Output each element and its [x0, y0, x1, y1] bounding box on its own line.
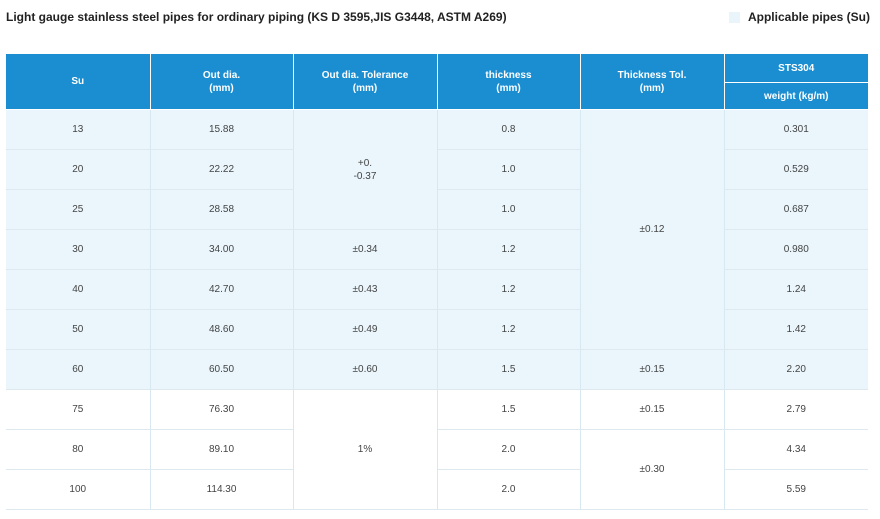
header-su: Su: [6, 54, 151, 110]
legend: Applicable pipes (Su): [728, 10, 870, 24]
cell-thickness: 1.0: [437, 189, 581, 230]
cell-thickness-tolerance: ±0.30: [580, 429, 725, 510]
cell-weight: 2.20: [724, 349, 868, 390]
table-row: 30 34.00 ±0.34 1.2 0.980: [6, 229, 868, 270]
cell-out-dia: 60.50: [150, 349, 294, 390]
cell-thickness: 2.0: [437, 469, 581, 510]
table-row: 50 48.60 ±0.49 1.2 1.42: [6, 309, 868, 350]
cell-su: 40: [6, 269, 151, 310]
cell-out-dia: 114.30: [150, 469, 294, 510]
spec-table: Su Out dia. (mm) Out dia. Tolerance (mm) t…: [6, 54, 868, 510]
cell-weight: 0.687: [724, 189, 868, 230]
table-row: 25 28.58 1.0 0.687: [6, 189, 868, 230]
cell-weight: 0.980: [724, 229, 868, 270]
header-thickness-tolerance: Thickness Tol. (mm): [580, 54, 725, 110]
cell-su: 13: [6, 109, 151, 150]
cell-su: 100: [6, 469, 151, 510]
header-out-dia-tolerance: Out dia. Tolerance (mm): [293, 54, 438, 110]
cell-su: 60: [6, 349, 151, 390]
cell-su: 80: [6, 429, 151, 470]
cell-out-dia: 15.88: [150, 109, 294, 150]
cell-weight: 2.79: [724, 389, 868, 430]
cell-out-dia: 48.60: [150, 309, 294, 350]
table-row: 60 60.50 ±0.60 1.5 ±0.15 2.20: [6, 349, 868, 390]
cell-weight: 0.301: [724, 109, 868, 150]
cell-thickness: 2.0: [437, 429, 581, 470]
table-row: 80 89.10 2.0 ±0.30 4.34: [6, 429, 868, 510]
cell-out-dia: 28.58: [150, 189, 294, 230]
cell-out-dia: 22.22: [150, 149, 294, 190]
cell-out-dia: 34.00: [150, 229, 294, 270]
cell-thickness: 0.8: [437, 109, 581, 150]
cell-out-dia: 42.70: [150, 269, 294, 310]
cell-out-dia: 76.30: [150, 389, 294, 430]
cell-od-tolerance: 1%: [293, 389, 438, 510]
header-sts304: STS304: [724, 54, 868, 83]
cell-od-tolerance: +0. -0.37: [293, 109, 438, 230]
cell-od-tolerance: ±0.49: [293, 309, 438, 350]
cell-su: 75: [6, 389, 151, 430]
header-out-dia: Out dia. (mm): [150, 54, 294, 110]
cell-od-tolerance: ±0.34: [293, 229, 438, 270]
cell-thickness: 1.0: [437, 149, 581, 190]
cell-su: 30: [6, 229, 151, 270]
table-row: 100 114.30 2.0 5.59: [6, 469, 868, 510]
cell-thickness: 1.2: [437, 269, 581, 310]
header-weight: weight (kg/m): [724, 82, 868, 110]
header-thickness: thickness (mm): [437, 54, 581, 110]
page-title: Light gauge stainless steel pipes for or…: [6, 10, 507, 24]
legend-label: Applicable pipes (Su): [747, 10, 870, 24]
cell-thickness: 1.5: [437, 349, 581, 390]
cell-weight: 1.24: [724, 269, 868, 310]
cell-thickness-tolerance: ±0.15: [580, 349, 725, 390]
cell-thickness-tolerance: ±0.12: [580, 109, 725, 350]
cell-thickness-tolerance: ±0.15: [580, 389, 725, 430]
cell-thickness: 1.2: [437, 309, 581, 350]
cell-od-tolerance: ±0.43: [293, 269, 438, 310]
table-row: 40 42.70 ±0.43 1.2 1.24: [6, 269, 868, 310]
table-row: 75 76.30 1% 1.5 ±0.15 2.79: [6, 389, 868, 510]
applicable-swatch: [728, 11, 740, 23]
cell-od-tolerance: ±0.60: [293, 349, 438, 390]
cell-su: 20: [6, 149, 151, 190]
cell-su: 25: [6, 189, 151, 230]
table-row: 13 15.88 +0. -0.37 0.8 ±0.12 0.301: [6, 109, 868, 350]
cell-out-dia: 89.10: [150, 429, 294, 470]
cell-thickness: 1.2: [437, 229, 581, 270]
cell-weight: 5.59: [724, 469, 868, 510]
cell-weight: 1.42: [724, 309, 868, 350]
cell-weight: 4.34: [724, 429, 868, 470]
cell-thickness: 1.5: [437, 389, 581, 430]
table-row: 20 22.22 1.0 0.529: [6, 149, 868, 190]
cell-su: 50: [6, 309, 151, 350]
cell-weight: 0.529: [724, 149, 868, 190]
